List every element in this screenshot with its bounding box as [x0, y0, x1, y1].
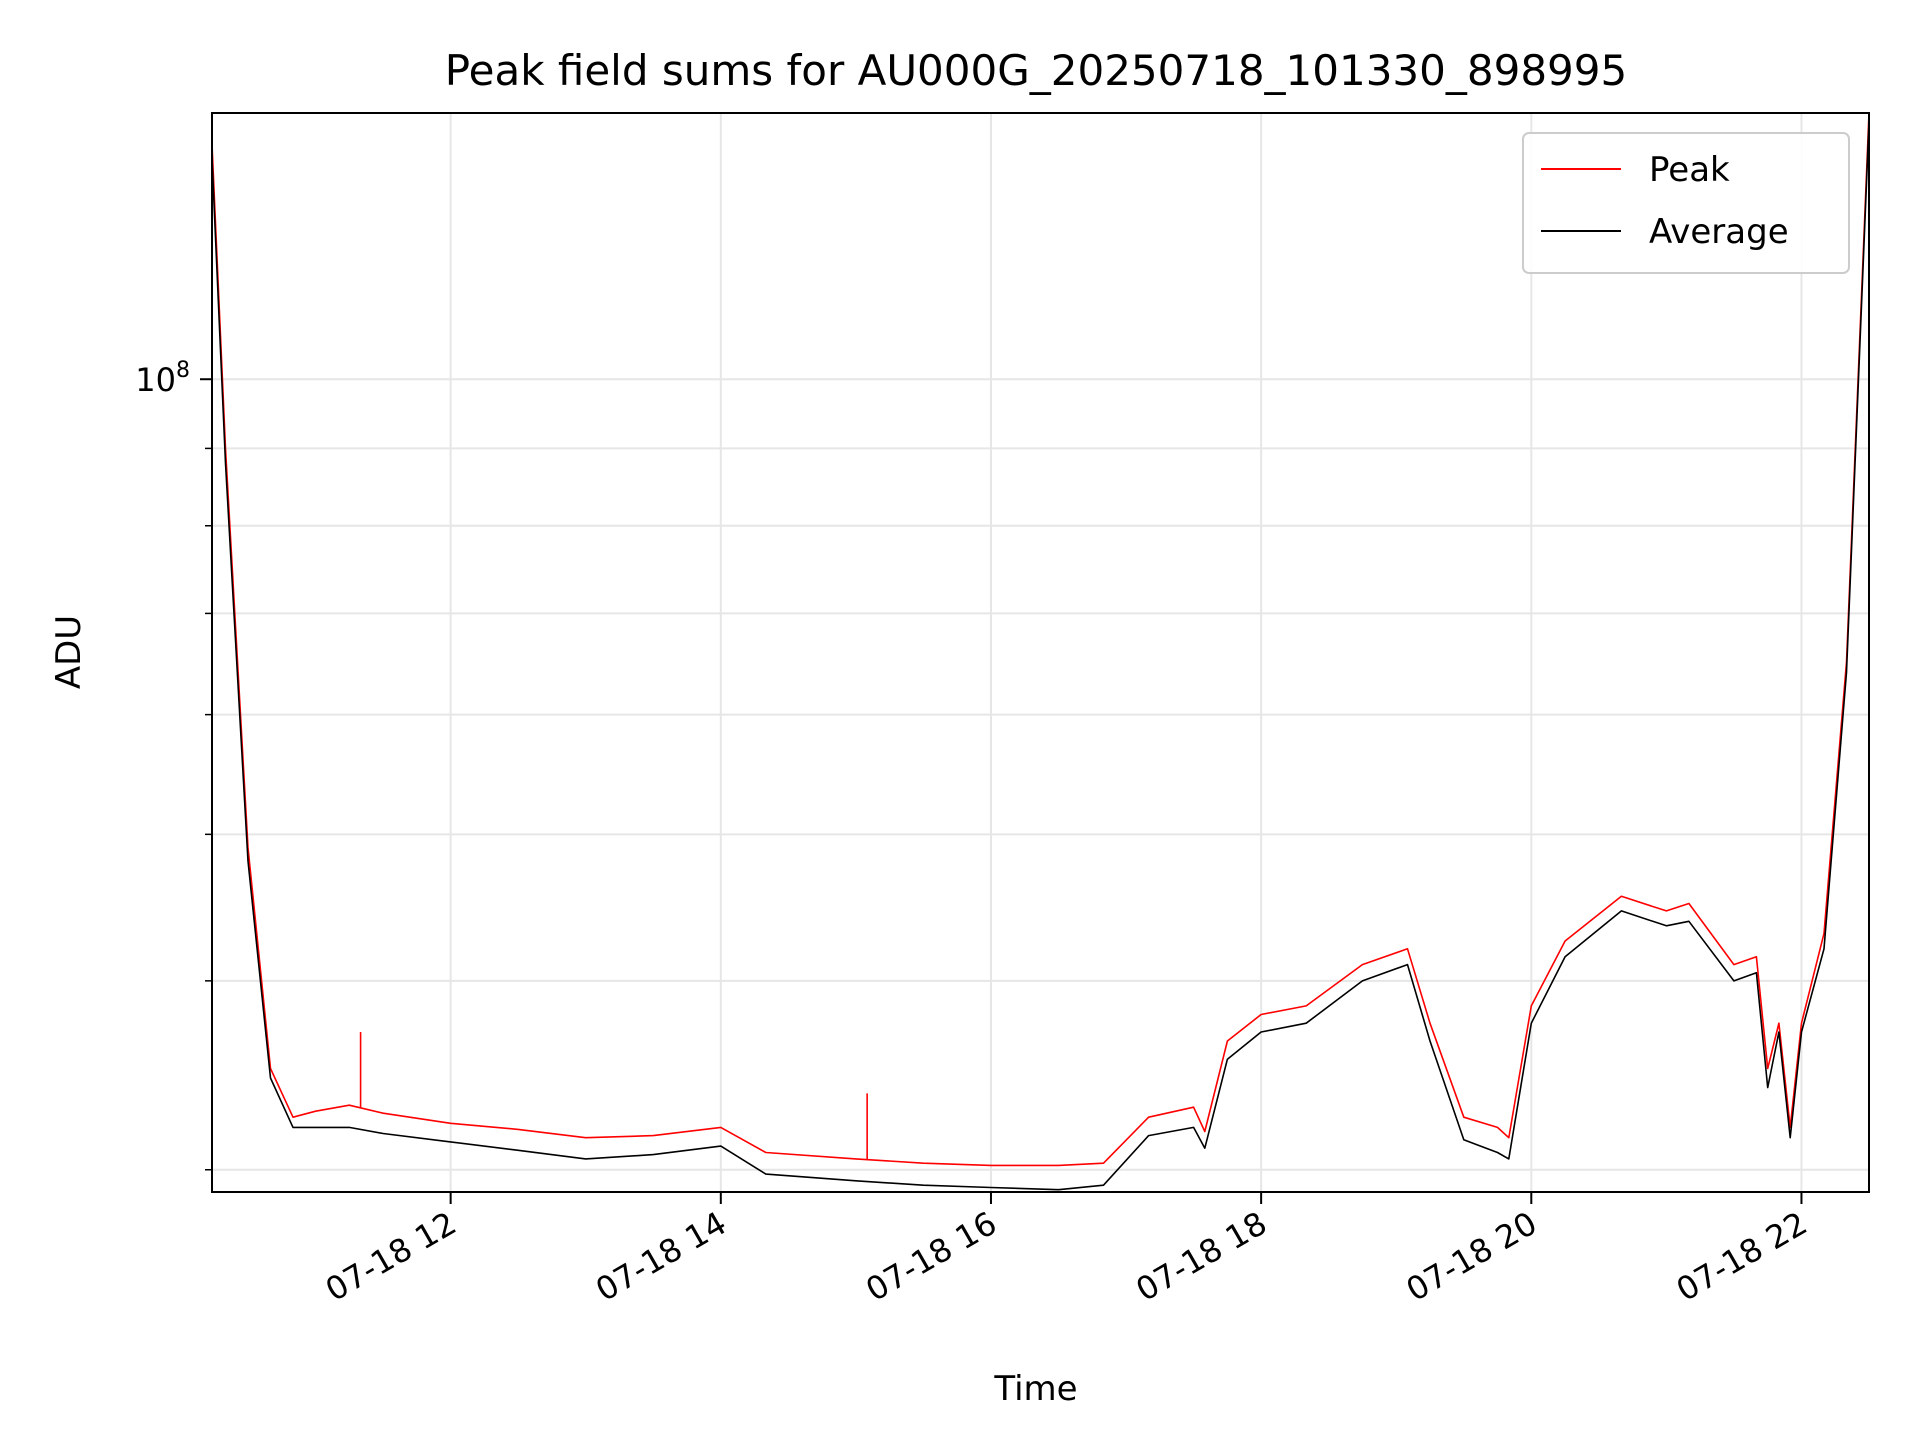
axes-frame: [211, 112, 1870, 1193]
legend: Peak Average: [1522, 132, 1850, 274]
chart-title: Peak field sums for AU000G_20250718_1013…: [445, 46, 1627, 95]
series-line-peak: [212, 113, 1869, 1167]
legend-label-average: Average: [1649, 212, 1789, 252]
grid: [212, 113, 1869, 1192]
y-tick-label: 108: [135, 358, 190, 399]
series-group: [212, 113, 1869, 1191]
series-line-average: [212, 121, 1869, 1191]
legend-label-peak: Peak: [1649, 150, 1730, 190]
y-axis-label: ADU: [49, 615, 89, 689]
y-ticks: 108: [135, 358, 212, 1171]
x-axis-label: Time: [993, 1369, 1077, 1409]
